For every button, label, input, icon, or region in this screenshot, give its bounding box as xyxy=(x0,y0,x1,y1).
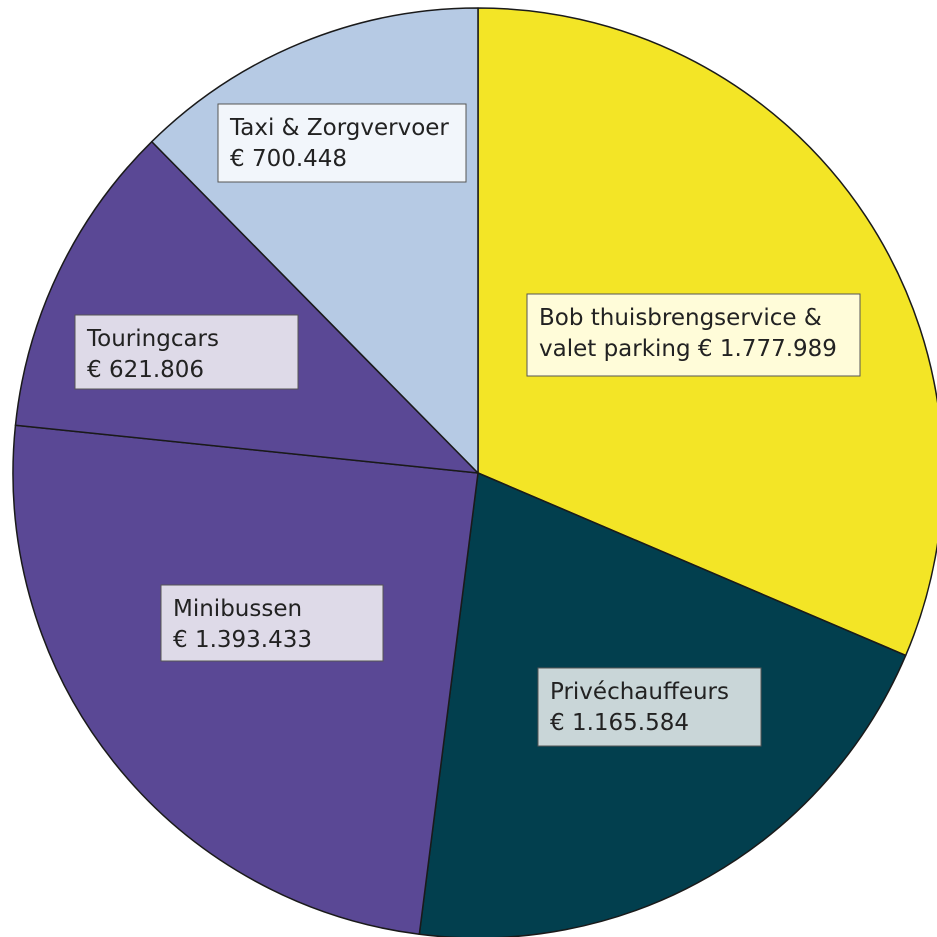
slice-label-box-2 xyxy=(160,584,384,662)
slice-label-box-4 xyxy=(217,103,467,183)
slice-label-box-0 xyxy=(526,293,861,377)
slice-label-0: Bob thuisbrengservice & valet parking € 1… xyxy=(526,293,861,377)
slice-label-text-1-1: € 1.165.584 xyxy=(550,710,689,736)
slice-label-1: Privéchauffeurs € 1.165.584 xyxy=(537,667,762,747)
slice-label-text-2-1: € 1.393.433 xyxy=(173,627,312,653)
slice-label-box-3 xyxy=(74,314,299,390)
slice-label-box-1 xyxy=(537,667,762,747)
slice-label-text-3-1: € 621.806 xyxy=(87,357,204,383)
slice-label-text-0-1: valet parking € 1.777.989 xyxy=(539,336,837,362)
slice-label-text-4-0: Taxi & Zorgvervoer xyxy=(229,115,449,141)
slice-label-2: Minibussen € 1.393.433 xyxy=(160,584,384,662)
slice-label-text-0-0: Bob thuisbrengservice & xyxy=(539,305,822,331)
pie-slices xyxy=(12,7,937,937)
slice-label-text-1-0: Privéchauffeurs xyxy=(550,679,729,705)
slice-label-text-2-0: Minibussen xyxy=(173,596,302,622)
slice-label-text-3-0: Touringcars xyxy=(86,326,219,352)
pie-slice-2 xyxy=(12,424,479,936)
pie-labels: Bob thuisbrengservice & valet parking € 1… xyxy=(74,103,861,747)
pie-slice-3 xyxy=(14,140,479,474)
slice-label-4: Taxi & Zorgvervoer € 700.448 xyxy=(217,103,467,183)
slice-label-text-4-1: € 700.448 xyxy=(230,146,347,172)
slice-label-3: Touringcars € 621.806 xyxy=(74,314,299,390)
